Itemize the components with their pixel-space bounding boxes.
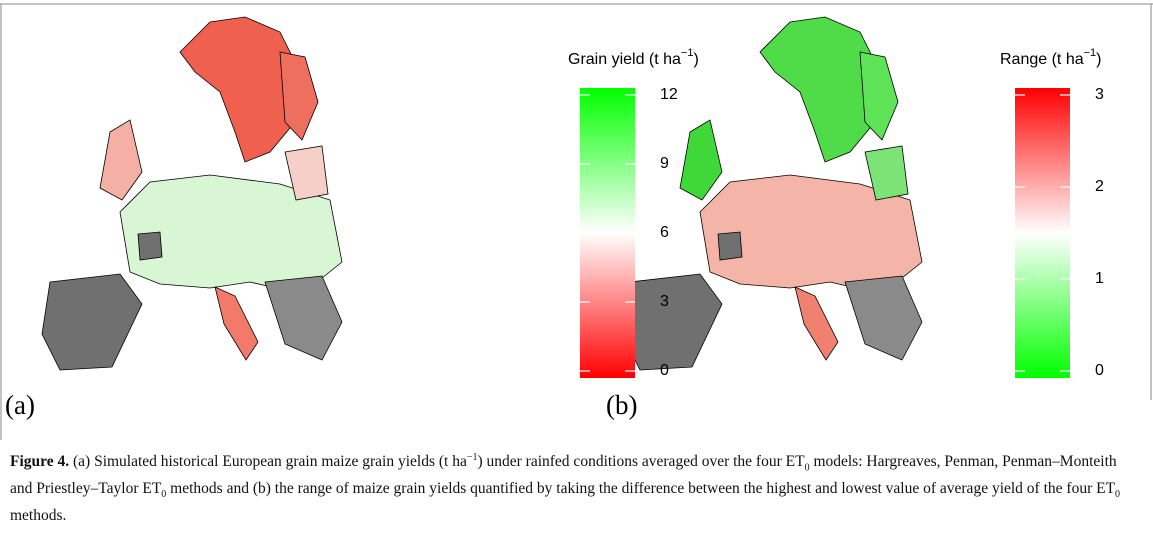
legend-title: Range (t ha−1) — [1000, 47, 1101, 68]
legend-title-text: Range (t ha — [1000, 51, 1084, 68]
panel-label: (a) — [5, 390, 35, 420]
caption-sup: −1 — [467, 452, 478, 463]
legend-title: Grain yield (t ha−1) — [568, 47, 699, 68]
tick-label: 1 — [1095, 270, 1104, 287]
legend-title-end: ) — [1096, 51, 1101, 68]
caption-t: (a) Simulated historical European grain … — [69, 453, 467, 470]
caption-t: methods and (b) the range of maize grain… — [166, 480, 1115, 497]
legend-title-sup: −1 — [1084, 47, 1097, 59]
tick-label: 2 — [1095, 178, 1104, 195]
caption-b: Figure 4. — [10, 453, 69, 470]
figure: (a)Grain yield (t ha−1)036912(b)Range (t… — [0, 0, 1153, 533]
tick-label: 12 — [660, 86, 678, 103]
panel-label: (b) — [606, 390, 637, 420]
colorbar — [1015, 88, 1070, 378]
tick-label: 9 — [660, 155, 669, 172]
caption-t: ) under rainfed conditions averaged over… — [477, 453, 804, 470]
tick-label: 0 — [660, 362, 669, 379]
map-a — [42, 17, 342, 370]
tick-label: 0 — [1095, 362, 1104, 379]
legend-title-text: Grain yield (t ha — [568, 51, 681, 68]
tick-label: 6 — [660, 224, 669, 241]
caption-sub: 0 — [1115, 489, 1120, 500]
legend-title-end: ) — [693, 51, 698, 68]
caption-t: methods. — [10, 507, 66, 524]
legend-title-sup: −1 — [681, 47, 694, 59]
tick-label: 3 — [660, 293, 669, 310]
tick-label: 3 — [1095, 86, 1104, 103]
caption: Figure 4. (a) Simulated historical Europ… — [10, 447, 1130, 526]
map-b — [622, 17, 922, 370]
